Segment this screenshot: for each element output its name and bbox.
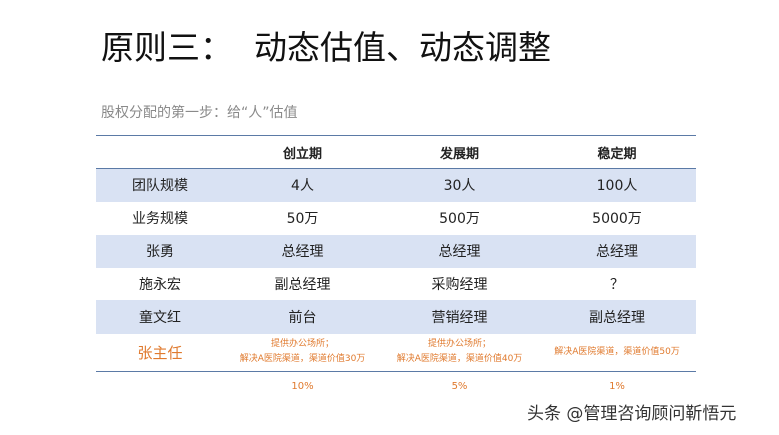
note-line2: 解决A医院渠道，渠道价值40万 (396, 354, 523, 364)
note-line1: 提供办公场所； (270, 339, 334, 349)
table-cell: 100人 (596, 178, 638, 195)
note-line2: 解决A医院渠道，渠道价值30万 (239, 354, 366, 364)
note-line1: 提供办公场所； (427, 339, 491, 349)
row-label: 施永宏 (139, 276, 181, 293)
table-cell: 总经理 (281, 244, 324, 261)
table-header-row: 创立期 发展期 稳定期 (96, 136, 696, 169)
table-cell: ？ (610, 276, 624, 293)
table-cell: 采购经理 (431, 276, 488, 293)
row-label: 张勇 (146, 244, 174, 261)
table-cell: 副总经理 (274, 276, 331, 293)
table-cell: 30人 (443, 178, 476, 195)
table-row: 团队规模 4人 30人 100人 (96, 169, 696, 202)
note-line2: 解决A医院渠道，渠道价值50万 (554, 346, 680, 357)
table-row: 童文红 前台 营销经理 副总经理 (96, 300, 696, 334)
page-subtitle: 股权分配的第一步：给“人”估值 (101, 105, 298, 121)
table-cell: 副总经理 (589, 309, 645, 326)
highlight-cell: 解决A医院渠道，渠道价值50万 (538, 345, 696, 360)
table-cell: 总经理 (596, 244, 638, 261)
pct-cell: 10% (291, 381, 314, 392)
table-cell: 4人 (291, 178, 314, 195)
percentage-row: 10% 5% 1% (96, 371, 696, 402)
table-cell: 营销经理 (431, 309, 488, 326)
header-stable-stage: 稳定期 (597, 146, 637, 162)
table-cell: 50万 (286, 211, 319, 228)
table-row: 张勇 总经理 总经理 总经理 (96, 235, 696, 268)
equity-valuation-table: 创立期 发展期 稳定期 团队规模 4人 30人 100人 业务规模 50万 50… (96, 135, 696, 402)
row-label: 业务规模 (132, 211, 188, 228)
table-cell: 500万 (439, 211, 480, 228)
table-cell: 5000万 (592, 211, 642, 228)
pct-cell: 5% (451, 381, 468, 392)
watermark: 头条 @管理咨询顾问靳悟元 (527, 404, 737, 424)
table-cell: 前台 (288, 309, 317, 326)
highlight-cell: 提供办公场所； 解决A医院渠道，渠道价值30万 (224, 337, 381, 367)
row-label: 童文红 (139, 309, 181, 326)
highlight-cell: 提供办公场所； 解决A医院渠道，渠道价值40万 (381, 337, 538, 367)
table-row: 业务规模 50万 500万 5000万 (96, 201, 696, 235)
highlight-row: 张主任 提供办公场所； 解决A医院渠道，渠道价值30万 提供办公场所； 解决A医… (96, 333, 696, 372)
page-title: 原则三： 动态估值、动态调整 (101, 28, 551, 67)
pct-cell: 1% (609, 381, 625, 392)
header-founding-stage: 创立期 (282, 146, 322, 162)
row-label-highlight: 张主任 (137, 343, 183, 362)
row-label: 团队规模 (132, 178, 188, 195)
table-row: 施永宏 副总经理 采购经理 ？ (96, 267, 696, 300)
header-growth-stage: 发展期 (439, 146, 479, 162)
table-cell: 总经理 (438, 244, 481, 261)
